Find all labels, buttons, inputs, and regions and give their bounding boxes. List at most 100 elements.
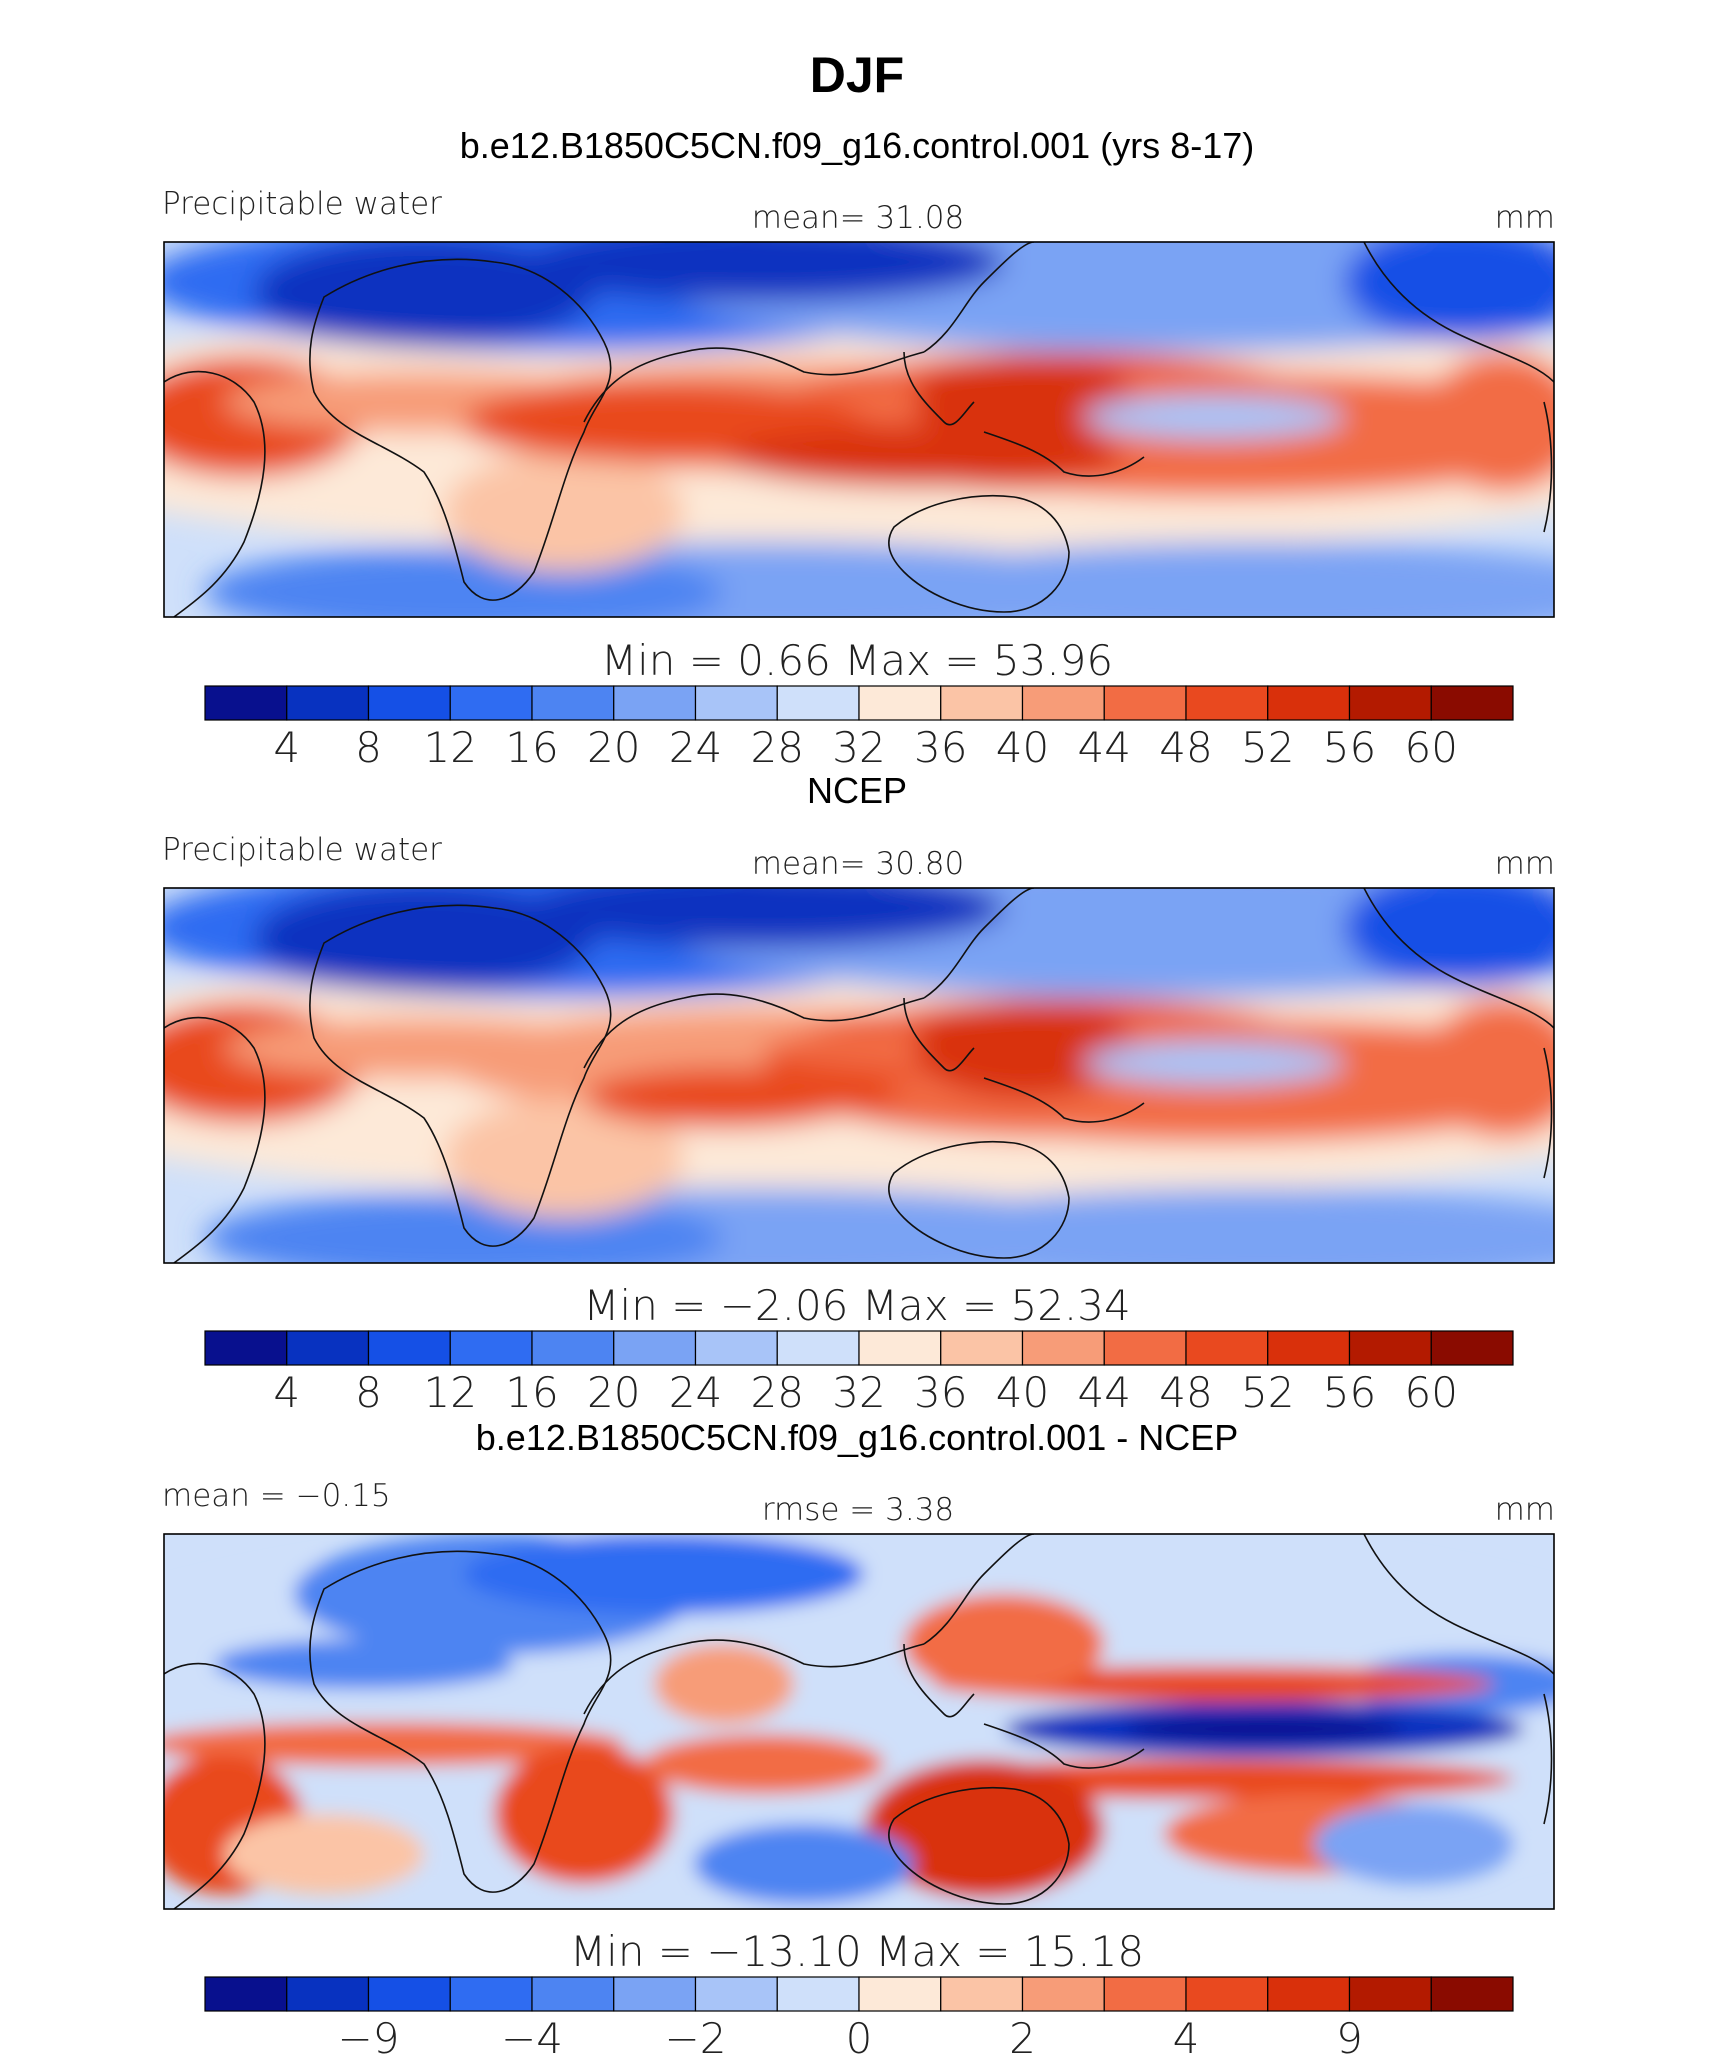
field-contour bbox=[1424, 352, 1554, 492]
colorbar-tick-label: 2 bbox=[1009, 2014, 1036, 2063]
coastline bbox=[583, 347, 925, 423]
field-contour bbox=[204, 547, 724, 617]
field-contour bbox=[1344, 242, 1554, 342]
colorbar-swatch bbox=[1103, 1330, 1187, 1366]
colorbar: −9 −4 −2 0 2 4 9 bbox=[204, 1976, 1514, 2063]
colorbar-tick-label: 40 bbox=[996, 723, 1049, 772]
colorbar-swatch bbox=[776, 685, 860, 721]
colorbar-swatch bbox=[1021, 1330, 1105, 1366]
field-contour bbox=[644, 1734, 884, 1794]
colorbar-swatch bbox=[940, 1330, 1024, 1366]
colorbar-swatch bbox=[1021, 685, 1105, 721]
colorbar-swatch bbox=[1348, 1330, 1432, 1366]
colorbar-tick-label: 40 bbox=[996, 1368, 1049, 1417]
coastline bbox=[923, 888, 1035, 999]
colorbar-swatch bbox=[940, 1976, 1024, 2012]
colorbar-swatch bbox=[613, 1330, 697, 1366]
field-contour bbox=[464, 1534, 864, 1614]
panel-stats: Min = −13.10 Max = 15.18 bbox=[570, 1927, 1144, 1976]
panel-3: b.e12.B1850C5CN.f09_g16.control.001 - NC… bbox=[162, 1417, 1555, 2063]
coastline bbox=[903, 351, 975, 426]
colorbar-swatch bbox=[613, 1976, 697, 2012]
field-contour bbox=[524, 242, 1004, 302]
map-frame bbox=[163, 241, 1555, 618]
colorbar-swatch bbox=[776, 1330, 860, 1366]
colorbar-tick-label: 0 bbox=[846, 2014, 873, 2063]
field-contour bbox=[584, 1068, 864, 1128]
colorbar-swatch bbox=[694, 685, 778, 721]
panel-center-label: mean= 31.08 bbox=[752, 200, 965, 236]
map-frame bbox=[163, 1533, 1555, 1910]
colorbar-tick-label: 4 bbox=[1173, 2014, 1200, 2063]
panel-stats: Min = −2.06 Max = 52.34 bbox=[583, 1281, 1130, 1330]
field-blobs bbox=[164, 1534, 1554, 1909]
colorbar-tick-label: −2 bbox=[665, 2014, 727, 2063]
coastline bbox=[309, 258, 612, 601]
coastline bbox=[1543, 1047, 1553, 1179]
colorbar-swatch bbox=[776, 1976, 860, 2012]
field-contour bbox=[224, 1018, 624, 1078]
panel-1: b.e12.B1850C5CN.f09_g16.control.001 (yrs… bbox=[162, 125, 1555, 772]
colorbar-tick-label: 28 bbox=[751, 723, 804, 772]
field-contour bbox=[1084, 1041, 1344, 1085]
colorbar-tick-label: 20 bbox=[587, 723, 640, 772]
panel-left-label: Precipitable water bbox=[162, 186, 442, 222]
colorbar-swatch bbox=[367, 685, 451, 721]
colorbar-swatch bbox=[531, 1976, 615, 2012]
colorbar-swatch bbox=[286, 685, 370, 721]
field-blobs bbox=[164, 242, 1554, 617]
field-contour bbox=[164, 1722, 624, 1766]
coastline bbox=[888, 494, 1070, 613]
panel-center-label: mean= 30.80 bbox=[752, 846, 965, 882]
field-contour bbox=[1344, 888, 1554, 988]
field-blobs bbox=[164, 888, 1554, 1263]
colorbar-swatch bbox=[204, 1976, 288, 2012]
colorbar-swatch bbox=[204, 685, 288, 721]
colorbar-tick-label: 52 bbox=[1241, 1368, 1294, 1417]
colorbar-swatch bbox=[1267, 685, 1351, 721]
panel-units: mm bbox=[1495, 846, 1555, 882]
panel-units: mm bbox=[1495, 1492, 1555, 1528]
coastline bbox=[583, 1639, 925, 1715]
coastline bbox=[1363, 1534, 1554, 1675]
coastline bbox=[583, 993, 925, 1069]
field-contour bbox=[444, 1098, 684, 1218]
colorbar-swatch bbox=[367, 1976, 451, 2012]
colorbar-swatch bbox=[1185, 685, 1269, 721]
colorbar-swatch bbox=[940, 685, 1024, 721]
colorbar-tick-label: 44 bbox=[1078, 723, 1131, 772]
colorbar-swatch bbox=[367, 1330, 451, 1366]
field-contour bbox=[864, 1759, 1104, 1899]
map-field bbox=[164, 888, 1554, 1263]
field-contour bbox=[1424, 998, 1554, 1138]
field-contour bbox=[444, 452, 684, 572]
colorbar-swatch bbox=[531, 1330, 615, 1366]
field-contour bbox=[1314, 1804, 1514, 1884]
colorbar-swatch bbox=[1430, 1976, 1514, 2012]
colorbar-swatch bbox=[694, 1976, 778, 2012]
colorbar-tick-label: 60 bbox=[1405, 1368, 1458, 1417]
colorbar-tick-label: 4 bbox=[273, 1368, 300, 1417]
colorbar-swatch bbox=[858, 1976, 942, 2012]
colorbar-swatch bbox=[1103, 1976, 1187, 2012]
field-contour bbox=[914, 352, 1134, 452]
colorbar-swatch bbox=[1267, 1330, 1351, 1366]
colorbar-tick-label: 56 bbox=[1323, 1368, 1376, 1417]
panel-units: mm bbox=[1495, 200, 1555, 236]
colorbar-swatch bbox=[286, 1330, 370, 1366]
colorbar-tick-label: 9 bbox=[1336, 2014, 1363, 2063]
colorbar-tick-label: 12 bbox=[424, 1368, 477, 1417]
field-contour bbox=[204, 1193, 724, 1263]
coastline bbox=[923, 242, 1035, 353]
colorbar-tick-label: 52 bbox=[1241, 723, 1294, 772]
coastline bbox=[164, 1016, 266, 1263]
colorbar-tick-label: 8 bbox=[355, 723, 382, 772]
map-field bbox=[164, 242, 1554, 617]
colorbar-swatch bbox=[449, 1330, 533, 1366]
panel-subtitle: b.e12.B1850C5CN.f09_g16.control.001 (yrs… bbox=[460, 125, 1254, 166]
panel-2: NCEP Precipitable water mean= 30.80 mm Min =… bbox=[162, 770, 1555, 1417]
field-contour bbox=[1084, 395, 1344, 439]
colorbar-tick-label: −4 bbox=[501, 2014, 563, 2063]
colorbar-swatch bbox=[204, 1330, 288, 1366]
colorbar-tick-label: 4 bbox=[273, 723, 300, 772]
